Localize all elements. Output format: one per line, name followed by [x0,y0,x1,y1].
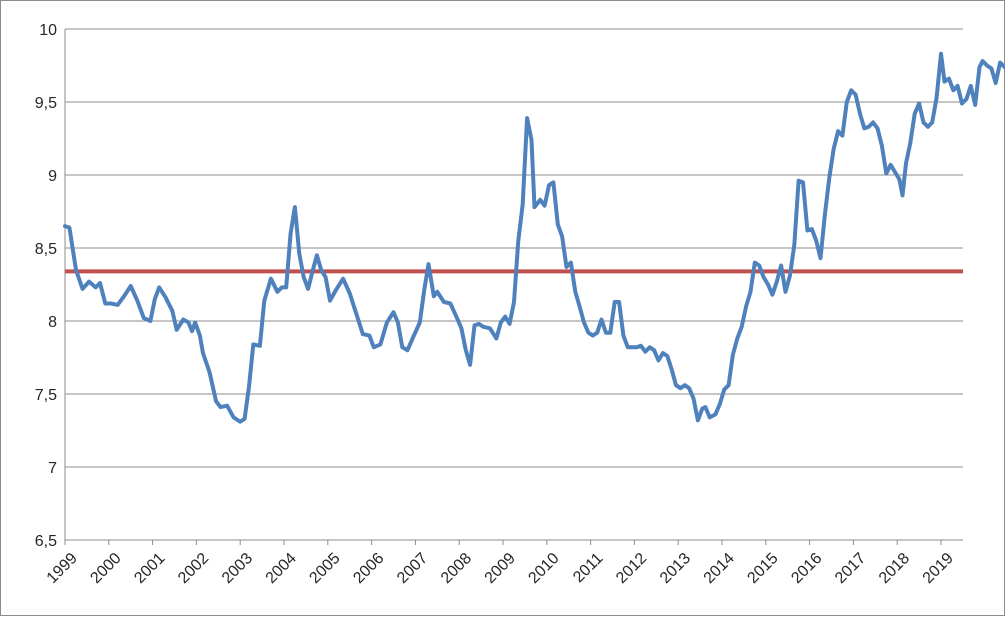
x-tick-label: 1999 [44,550,81,587]
x-tick-label: 2003 [219,550,256,587]
x-tick-label: 2015 [744,550,781,587]
x-tick-label: 2004 [263,550,300,587]
y-tick-label: 9,5 [35,95,57,112]
x-tick-label: 2013 [657,550,694,587]
y-tick-label: 6,5 [35,533,57,550]
x-tick-label: 2007 [394,550,431,587]
x-axis-tick-labels: 1999 2000 2001 2002 2003 2004 2005 2006 2007 2008… [44,550,957,587]
y-tick-label: 10 [39,22,57,39]
x-tick-label: 2009 [482,550,519,587]
y-tick-label: 8,5 [35,241,57,258]
y-tick-label: 8 [48,314,57,331]
x-tick-label: 2018 [876,550,913,587]
x-tick-label: 2016 [788,550,825,587]
x-tick-label: 2019 [920,550,957,587]
x-tick-label: 2005 [306,550,343,587]
x-tick-label: 2011 [570,550,606,586]
x-axis [64,540,942,545]
x-tick-label: 2014 [701,550,738,587]
y-tick-label: 7 [48,460,57,477]
x-tick-label: 2008 [438,550,475,587]
y-axis-tick-labels: 6,5 7 7,5 8 8,5 9 9,5 10 [35,22,57,550]
x-tick-label: 2012 [613,550,650,587]
y-tick-label: 7,5 [35,387,57,404]
x-tick-label: 2000 [87,550,124,587]
series-line [63,51,1005,424]
x-tick-label: 2001 [131,550,168,587]
x-tick-label: 2010 [525,550,562,587]
x-tick-label: 2002 [175,550,212,587]
y-tick-label: 9 [48,168,57,185]
series-line-group [63,51,1005,424]
x-tick-label: 2006 [350,550,387,587]
x-tick-label: 2017 [832,550,869,587]
